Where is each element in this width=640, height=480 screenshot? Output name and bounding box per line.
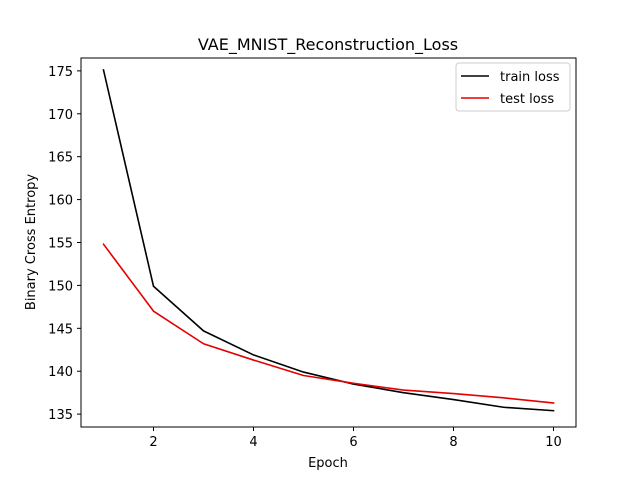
y-tick-label: 150 [48, 279, 73, 294]
y-tick-label: 175 [48, 65, 73, 80]
series-lines [102, 69, 555, 412]
plot-area: 2 4 6 8 10 135 140 145 150 155 160 165 170 175 [48, 57, 577, 450]
x-tick-label: 6 [349, 435, 357, 450]
legend-label: test loss [500, 92, 554, 107]
y-tick-label: 135 [48, 408, 73, 423]
legend-label: train loss [500, 70, 560, 85]
y-tick-label: 140 [48, 365, 73, 380]
legend-box [455, 62, 571, 112]
series-line-test-loss [102, 243, 555, 404]
y-tick-label: 170 [48, 108, 73, 123]
x-axis-label: Epoch [308, 456, 348, 471]
series-line-train-loss [102, 69, 555, 412]
y-tick-label: 145 [48, 322, 73, 337]
x-tick-label: 2 [149, 435, 157, 450]
x-tick-label: 4 [249, 435, 257, 450]
legend: train loss test loss [455, 62, 571, 112]
x-tick-label: 10 [545, 435, 562, 450]
y-axis-ticks: 135 140 145 150 155 160 165 170 175 [48, 65, 81, 423]
y-tick-label: 165 [48, 151, 73, 166]
y-axis-label: Binary Cross Entropy [24, 174, 39, 310]
x-axis-ticks: 2 4 6 8 10 [149, 427, 562, 450]
x-tick-label: 8 [449, 435, 457, 450]
chart-title: VAE_MNIST_Reconstruction_Loss [198, 35, 458, 55]
y-tick-label: 160 [48, 194, 73, 209]
y-tick-label: 155 [48, 237, 73, 252]
